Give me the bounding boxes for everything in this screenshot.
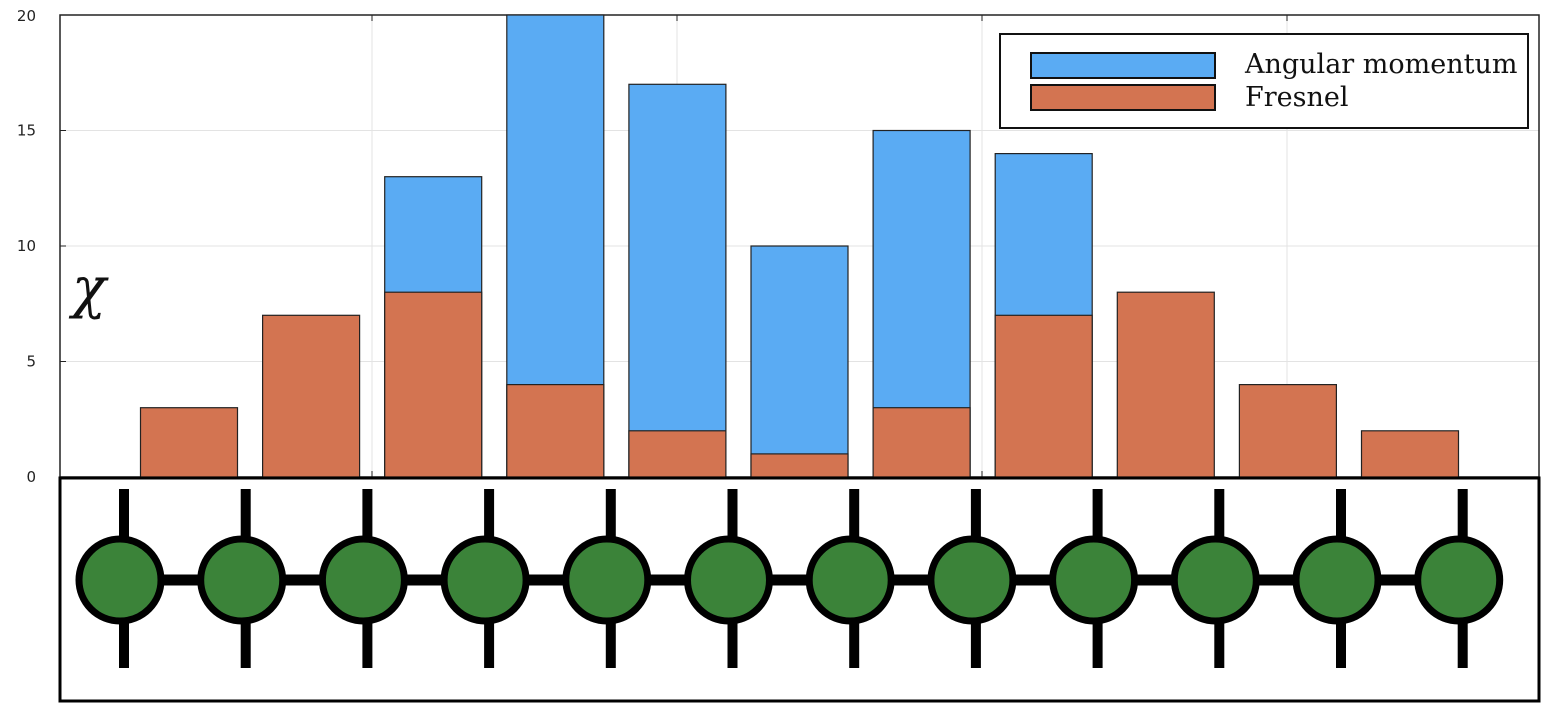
legend-label-fresnel: Fresnel (1245, 82, 1348, 113)
bars (139, 14, 1460, 478)
tensor-node (440, 535, 530, 625)
tensor-network-frame (58, 476, 1541, 703)
tensor-node (75, 535, 165, 625)
bar-fresnel-4 (506, 384, 605, 478)
y-tick-label: 5 (26, 353, 36, 371)
y-tick-label: 20 (17, 7, 36, 25)
tensor-network-chain (75, 489, 1504, 668)
legend-swatch-fresnel (1030, 84, 1216, 111)
tensor-node (562, 535, 652, 625)
bar-angular-momentum-6 (750, 245, 849, 478)
tensor-network-diagram (58, 476, 1541, 703)
tensor-node (1170, 535, 1260, 625)
bar-fresnel-11 (1360, 430, 1460, 478)
tensor-node (927, 535, 1017, 625)
tensor-node (684, 535, 773, 625)
y-tick-label: 10 (17, 237, 36, 255)
legend-label-angular-momentum: Angular momentum (1244, 49, 1517, 80)
bar-fresnel-2 (262, 314, 361, 478)
tensor-node (318, 535, 408, 625)
legend-swatch-angular-momentum (1030, 52, 1216, 79)
legend: Angular momentum Fresnel (999, 33, 1529, 129)
y-tick-label: 0 (26, 468, 36, 486)
legend-box (999, 33, 1529, 129)
bar-fresnel-9 (1116, 291, 1215, 478)
tensor-node (1414, 535, 1504, 625)
bar-fresnel-7 (872, 407, 971, 478)
tensor-node (197, 535, 287, 625)
bar-fresnel-8 (994, 314, 1093, 478)
bar-fresnel-1 (139, 407, 239, 478)
tensor-node (805, 535, 895, 625)
y-tick-label: 15 (17, 122, 36, 140)
tensor-node (1049, 535, 1139, 625)
bar-fresnel-5 (628, 430, 727, 478)
bar-fresnel-3 (384, 291, 483, 478)
bar-angular-momentum-5 (628, 83, 727, 478)
y-axis-label: χ (68, 256, 109, 321)
y-axis: 0 5 10 15 20 (17, 7, 66, 486)
bar-fresnel-6 (750, 453, 849, 478)
tensor-node (1292, 535, 1382, 625)
bar-fresnel-10 (1238, 384, 1338, 478)
